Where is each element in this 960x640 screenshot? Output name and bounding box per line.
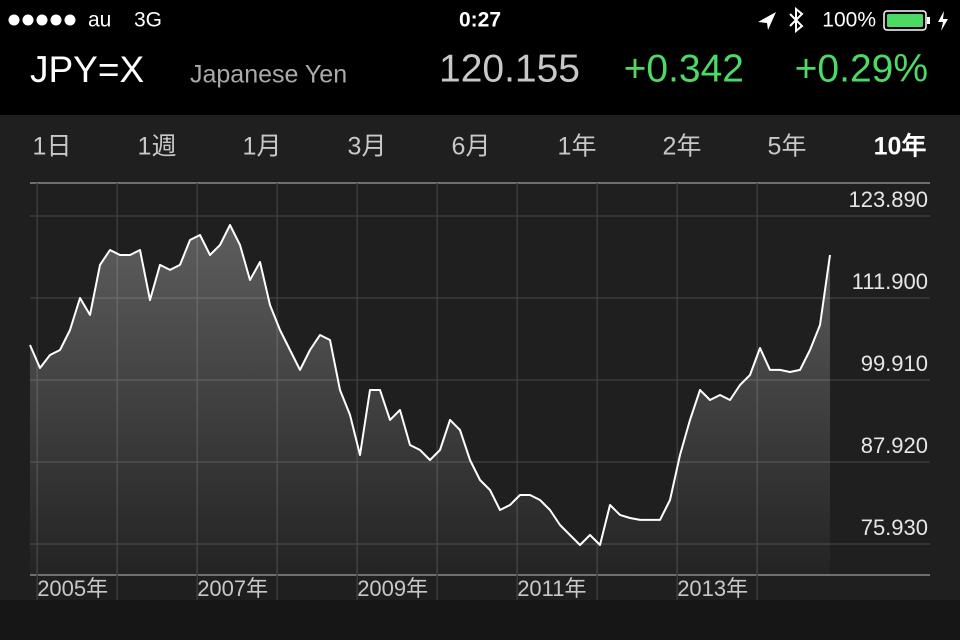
signal-dots: [8, 14, 76, 26]
charging-icon: [938, 11, 948, 31]
price-change: +0.342: [624, 47, 744, 90]
x-tick-label: 2009年: [357, 576, 428, 601]
bluetooth-icon: [789, 6, 804, 34]
price: 120.155: [439, 47, 580, 90]
range-tab[interactable]: 6月: [452, 133, 491, 161]
battery-percent: 100%: [822, 9, 876, 32]
y-tick-label: 111.900: [852, 269, 928, 294]
range-tab[interactable]: 5年: [768, 133, 807, 161]
range-tab[interactable]: 1日: [33, 133, 72, 161]
header-background: [0, 0, 960, 115]
clock: 0:27: [459, 9, 501, 32]
y-tick-label: 99.910: [861, 351, 928, 376]
range-tab[interactable]: 1年: [558, 133, 597, 161]
range-tabs: 1日 1週 1月 3月 6月 1年 2年 5年 10年: [33, 132, 927, 161]
range-tab[interactable]: 10年: [874, 132, 927, 161]
range-tab[interactable]: 1月: [243, 133, 282, 161]
network: 3G: [134, 9, 162, 32]
plot: 2005年 2007年 2009年 2011年 2013年 75.930 87.920 99.…: [29, 183, 930, 601]
price-area: [30, 225, 830, 575]
percent-change: +0.29%: [795, 47, 928, 90]
y-tick-label: 123.890: [848, 187, 928, 212]
x-tick-label: 2013年: [677, 576, 748, 601]
x-tick-label: 2011年: [517, 576, 586, 601]
carrier: au: [88, 9, 111, 32]
symbol: JPY=X: [30, 49, 144, 90]
y-tick-label: 75.930: [861, 515, 928, 540]
y-tick-label: 87.920: [861, 433, 928, 458]
footer-background: [0, 600, 960, 640]
battery-icon: [883, 10, 930, 31]
currency-name: Japanese Yen: [190, 61, 347, 89]
range-tab[interactable]: 2年: [663, 133, 702, 161]
location-icon: [758, 12, 776, 30]
x-tick-label: 2007年: [197, 576, 268, 601]
range-tab[interactable]: 1週: [138, 133, 177, 161]
price-line: [29, 224, 831, 546]
x-tick-label: 2005年: [37, 576, 108, 601]
range-tab[interactable]: 3月: [348, 133, 387, 161]
